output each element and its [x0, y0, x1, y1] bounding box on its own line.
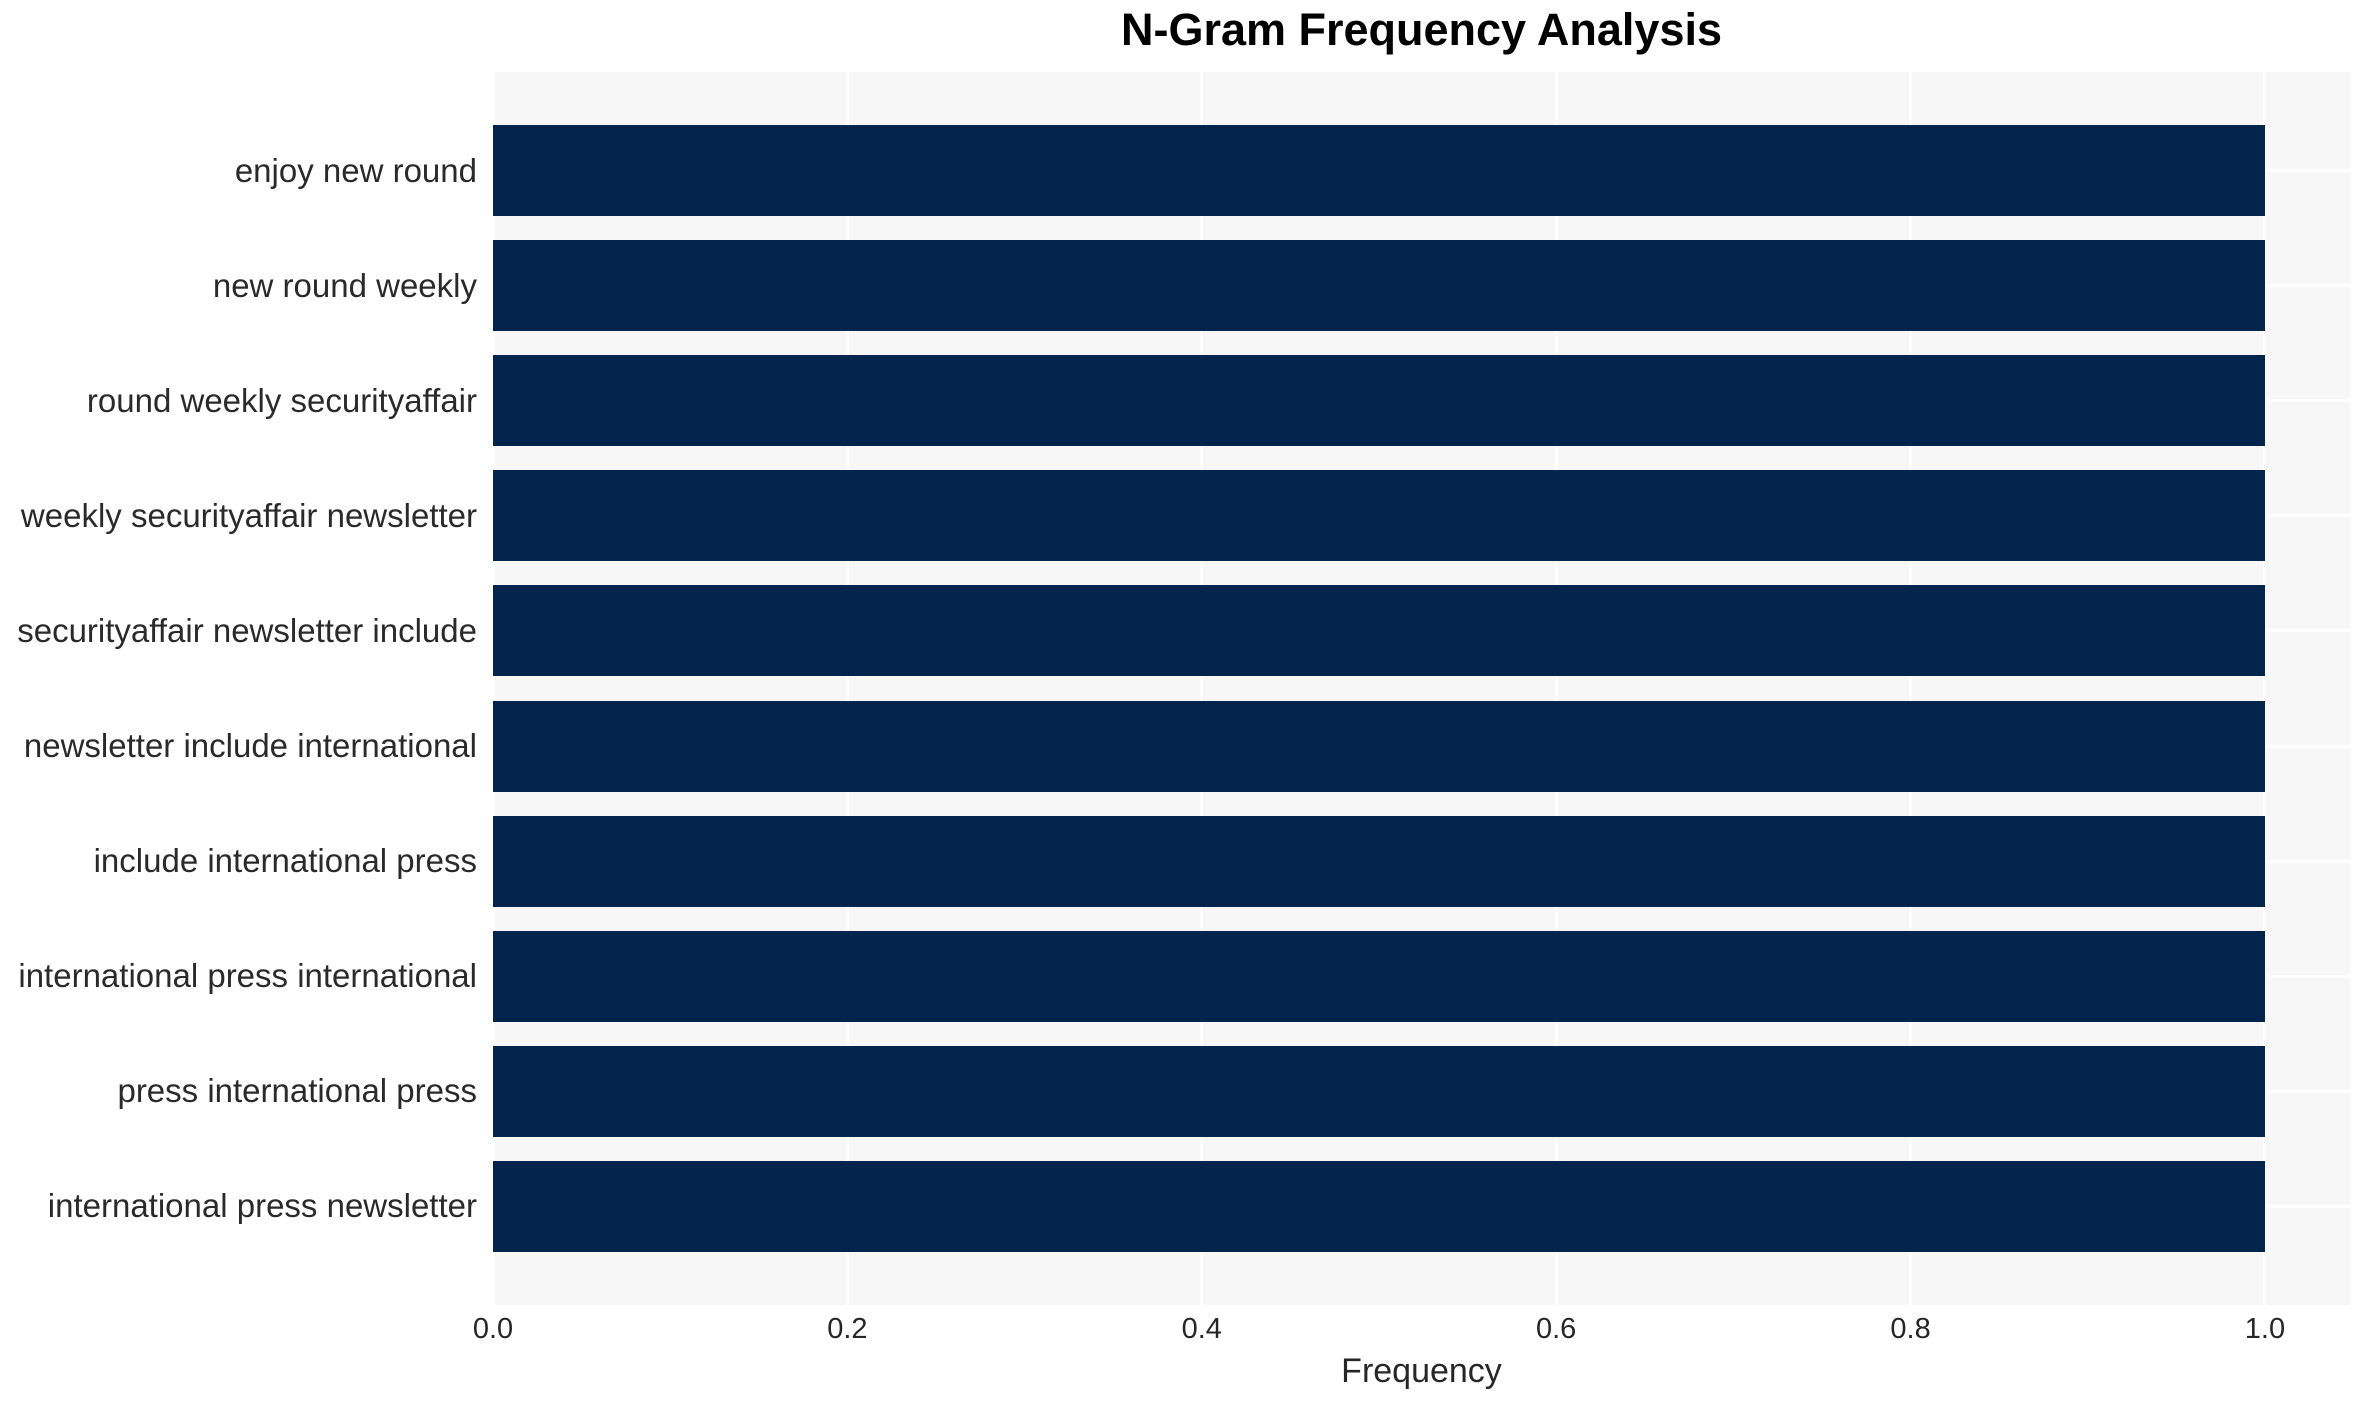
bar: [493, 700, 2265, 792]
bar: [493, 470, 2265, 562]
bar: [493, 1045, 2265, 1137]
bar-row: press international press: [0, 1045, 2350, 1137]
y-tick-label: new round weekly: [212, 266, 477, 304]
y-tick-label: round weekly securityaffair: [86, 381, 477, 419]
vertical-gridline: [1554, 72, 1558, 1305]
bar-track: [493, 355, 2350, 447]
bar: [493, 1160, 2265, 1252]
bar-row: securityaffair newsletter include: [0, 585, 2350, 677]
y-tick-label: enjoy new round: [234, 151, 477, 189]
bar: [493, 125, 2265, 216]
y-tick-label: press international press: [117, 1072, 477, 1110]
bar: [493, 240, 2265, 332]
bar-row: international press newsletter: [0, 1160, 2350, 1252]
bar-track: [493, 700, 2350, 792]
bar-row: new round weekly: [0, 240, 2350, 332]
bar-rows: enjoy new round new round weekly round wee…: [0, 72, 2350, 1305]
y-tick-label: weekly securityaffair newsletter: [20, 496, 477, 534]
y-tick-label: newsletter include international: [23, 727, 477, 765]
bar-track: [493, 240, 2350, 332]
x-tick-label: 0.6: [1535, 1313, 1577, 1345]
vertical-gridline: [1200, 72, 1204, 1305]
chart-title: N-Gram Frequency Analysis: [1120, 4, 1723, 55]
vertical-gridline: [845, 72, 849, 1305]
bar-row: weekly securityaffair newsletter: [0, 470, 2350, 562]
x-tick-label: 0.0: [472, 1313, 514, 1345]
x-axis-ticks: 0.0 0.2 0.4 0.6 0.8 1.0: [473, 1313, 2350, 1353]
bar-row: newsletter include international: [0, 700, 2350, 792]
x-tick-label: 1.0: [2244, 1313, 2286, 1345]
vertical-gridline: [491, 72, 495, 1305]
bar-track: [493, 470, 2350, 562]
bar-row: international press international: [0, 930, 2350, 1022]
bar-row: include international press: [0, 815, 2350, 907]
bar-row: round weekly securityaffair: [0, 355, 2350, 447]
bar-track: [493, 125, 2350, 216]
y-tick-label: international press newsletter: [47, 1187, 477, 1225]
y-tick-label: securityaffair newsletter include: [17, 611, 477, 649]
bar: [493, 815, 2265, 907]
bar: [493, 355, 2265, 447]
bar-track: [493, 930, 2350, 1022]
bar-track: [493, 1160, 2350, 1252]
vertical-gridline: [1909, 72, 1913, 1305]
bar-track: [493, 815, 2350, 907]
x-axis-label: Frequency: [1341, 1352, 1502, 1390]
x-tick-label: 0.8: [1890, 1313, 1931, 1345]
x-tick-label: 0.4: [1181, 1313, 1222, 1345]
bar-track: [493, 585, 2350, 677]
bar-row: enjoy new round: [0, 125, 2350, 216]
y-tick-label: include international press: [93, 842, 477, 880]
vertical-gridline: [2263, 72, 2267, 1305]
y-tick-label: international press international: [18, 957, 477, 995]
bar: [493, 585, 2265, 677]
bar: [493, 930, 2265, 1022]
x-tick-label: 0.2: [827, 1313, 868, 1345]
bar-track: [493, 1045, 2350, 1137]
